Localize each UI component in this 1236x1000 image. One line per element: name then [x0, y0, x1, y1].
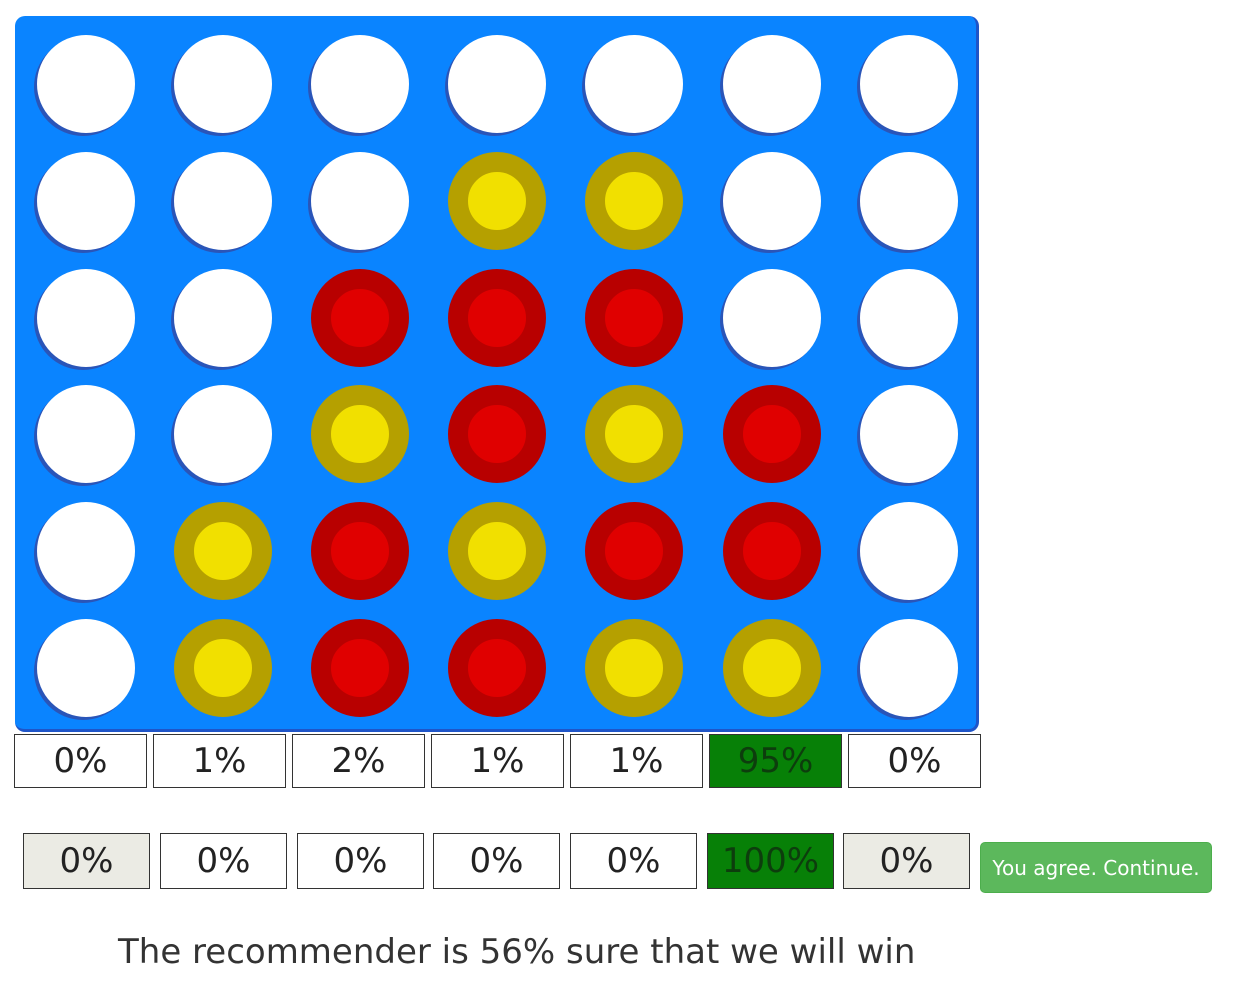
- board-cell-empty[interactable]: [37, 269, 135, 367]
- recommendation-cell-col-5: 1%: [570, 734, 703, 788]
- board-cell-empty[interactable]: [37, 385, 135, 483]
- board-cell-empty[interactable]: [860, 35, 958, 133]
- board-cell-red[interactable]: [311, 619, 409, 717]
- board-cell-empty[interactable]: [723, 269, 821, 367]
- board-cell-empty[interactable]: [311, 152, 409, 250]
- board-cell-empty[interactable]: [174, 152, 272, 250]
- board-cell-empty[interactable]: [860, 502, 958, 600]
- board-cell-empty[interactable]: [174, 35, 272, 133]
- board-cell-red[interactable]: [723, 385, 821, 483]
- board-cell-yellow[interactable]: [585, 619, 683, 717]
- board-cell-red[interactable]: [311, 502, 409, 600]
- board-cell-red[interactable]: [585, 269, 683, 367]
- game-board: [15, 16, 979, 732]
- recommendation-cell-col-6: 95%: [709, 734, 842, 788]
- confidence-cell-col-2: 0%: [160, 833, 287, 889]
- recommendation-cell-col-7: 0%: [848, 734, 981, 788]
- board-cell-yellow[interactable]: [723, 619, 821, 717]
- board-cell-empty[interactable]: [860, 269, 958, 367]
- recommendation-cell-col-1: 0%: [14, 734, 147, 788]
- board-cell-empty[interactable]: [448, 35, 546, 133]
- recommendation-cell-col-3: 2%: [292, 734, 425, 788]
- board-cell-empty[interactable]: [860, 385, 958, 483]
- board-cell-red[interactable]: [448, 269, 546, 367]
- board-cell-yellow[interactable]: [448, 152, 546, 250]
- recommendation-cell-col-4: 1%: [431, 734, 564, 788]
- board-cell-yellow[interactable]: [585, 152, 683, 250]
- board-cell-yellow[interactable]: [585, 385, 683, 483]
- confidence-cell-col-6: 100%: [707, 833, 834, 889]
- board-cell-red[interactable]: [448, 619, 546, 717]
- recommendation-cell-col-2: 1%: [153, 734, 286, 788]
- board-cell-empty[interactable]: [37, 35, 135, 133]
- confidence-cell-col-5: 0%: [570, 833, 697, 889]
- board-cell-empty[interactable]: [860, 619, 958, 717]
- confidence-cell-col-4: 0%: [433, 833, 560, 889]
- board-cell-yellow[interactable]: [311, 385, 409, 483]
- board-cell-red[interactable]: [448, 385, 546, 483]
- board-cell-yellow[interactable]: [174, 619, 272, 717]
- board-cell-yellow[interactable]: [174, 502, 272, 600]
- board-cell-red[interactable]: [311, 269, 409, 367]
- board-cell-yellow[interactable]: [448, 502, 546, 600]
- board-cell-empty[interactable]: [723, 35, 821, 133]
- board-cell-empty[interactable]: [860, 152, 958, 250]
- status-message: The recommender is 56% sure that we will…: [118, 932, 916, 972]
- continue-button[interactable]: You agree. Continue.: [980, 842, 1212, 893]
- confidence-cell-col-3: 0%: [297, 833, 424, 889]
- board-cell-empty[interactable]: [37, 502, 135, 600]
- board-cell-empty[interactable]: [585, 35, 683, 133]
- board-cell-empty[interactable]: [37, 152, 135, 250]
- board-cell-empty[interactable]: [174, 385, 272, 483]
- board-cell-empty[interactable]: [311, 35, 409, 133]
- confidence-cell-col-1: 0%: [23, 833, 150, 889]
- board-cell-empty[interactable]: [174, 269, 272, 367]
- board-cell-empty[interactable]: [723, 152, 821, 250]
- board-cell-empty[interactable]: [37, 619, 135, 717]
- board-cell-red[interactable]: [723, 502, 821, 600]
- board-cell-red[interactable]: [585, 502, 683, 600]
- confidence-cell-col-7: 0%: [843, 833, 970, 889]
